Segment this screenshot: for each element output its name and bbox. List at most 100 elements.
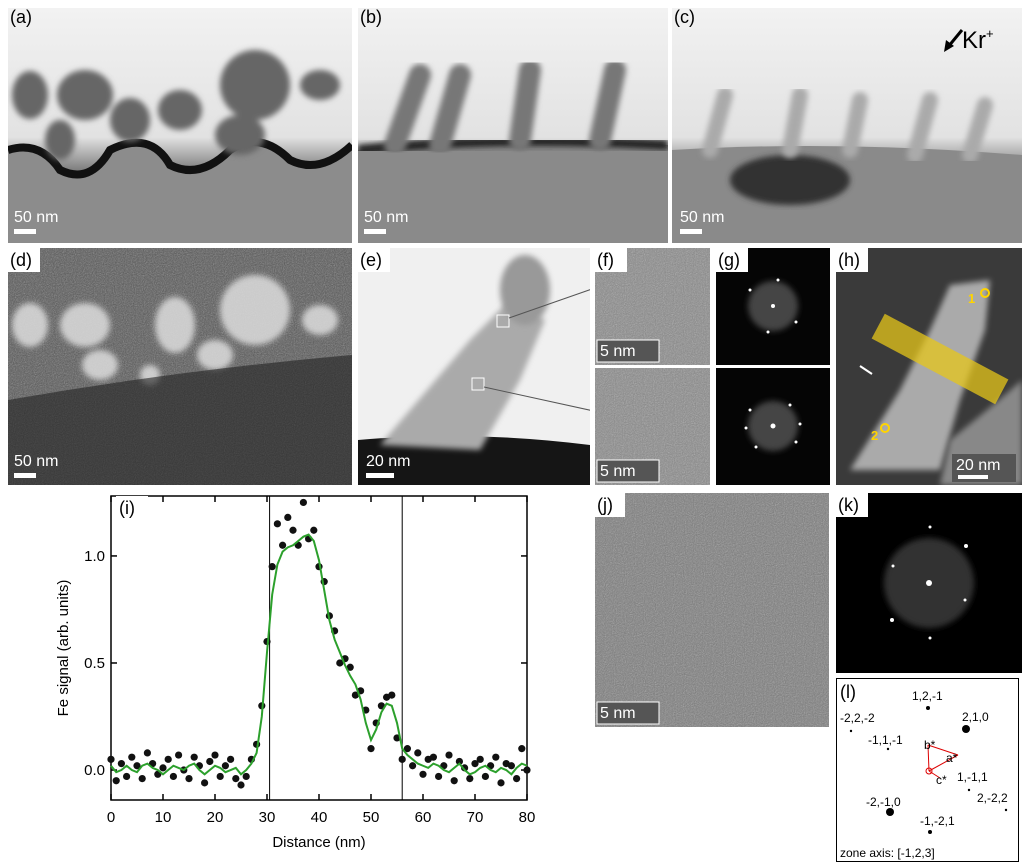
index-label: 1,2,-1 <box>912 689 943 703</box>
y-tick-label: 0.0 <box>84 762 105 779</box>
data-point <box>289 527 296 534</box>
diffraction-diagram <box>837 679 1019 862</box>
x-axis-label: Distance (nm) <box>272 834 365 851</box>
vector-label: b* <box>924 738 936 752</box>
micrograph-d <box>8 248 352 485</box>
micrograph-b <box>358 8 668 243</box>
index-label: 2,-2,2 <box>977 791 1008 805</box>
chart: (i) Distance (nm) Fe signal (arb. units)… <box>55 496 535 851</box>
data-point <box>232 775 239 782</box>
index-label: -1,-2,1 <box>920 814 955 828</box>
figure: (a) (b) (c) (d) (e) (f) (g) (h) (j) (k) … <box>0 0 1022 862</box>
data-point <box>482 773 489 780</box>
data-point <box>222 762 229 769</box>
index-label: -2,-1,0 <box>866 795 901 809</box>
data-point <box>243 773 250 780</box>
scale-bar-label: 20 nm <box>366 453 410 470</box>
data-point <box>451 777 458 784</box>
data-point <box>165 756 172 763</box>
scale-bar-label: 50 nm <box>14 209 58 226</box>
data-point <box>274 520 281 527</box>
data-point <box>497 779 504 786</box>
data-point <box>139 775 146 782</box>
data-point <box>175 751 182 758</box>
annotation-superscript: + <box>986 26 994 41</box>
data-point <box>159 764 166 771</box>
scale-bar-label: 50 nm <box>680 209 724 226</box>
micrograph-h <box>836 248 1022 485</box>
vector-label: a* <box>946 751 958 765</box>
scale-bar-label: 5 nm <box>600 705 636 722</box>
zone-axis: zone axis: [-1,2,3] <box>840 846 935 860</box>
x-tick-label: 60 <box>415 809 432 826</box>
data-point <box>445 751 452 758</box>
data-point <box>144 749 151 756</box>
data-point <box>300 499 307 506</box>
page: {"panels":{ "a":{"label":"(a)","scale_ba… <box>0 0 1022 862</box>
x-tick-label: 40 <box>311 809 328 826</box>
marker-label: 2 <box>871 428 878 443</box>
data-point <box>211 751 218 758</box>
x-tick-label: 70 <box>467 809 484 826</box>
data-point <box>279 542 286 549</box>
scale-bar-label: 20 nm <box>956 457 1000 474</box>
data-point <box>191 754 198 761</box>
vector-label: c* <box>936 773 947 787</box>
data-point <box>206 758 213 765</box>
micrograph-f <box>595 248 710 485</box>
data-point <box>128 754 135 761</box>
data-point <box>466 775 473 782</box>
data-point <box>113 777 120 784</box>
data-point <box>201 779 208 786</box>
panel-label: (i) <box>119 498 135 518</box>
panel-label: (d) <box>10 250 32 270</box>
scale-bar-label: 5 nm <box>600 463 636 480</box>
y-axis-label: Fe signal (arb. units) <box>55 580 72 717</box>
data-point <box>523 766 530 773</box>
scale-bar-label: 5 nm <box>600 343 636 360</box>
data-point <box>419 771 426 778</box>
data-point <box>435 773 442 780</box>
micrograph-j <box>595 493 829 727</box>
panel-label: (j) <box>597 495 613 515</box>
data-point <box>217 773 224 780</box>
data-point <box>518 745 525 752</box>
x-tick-label: 20 <box>207 809 224 826</box>
data-point <box>409 762 416 769</box>
data-point <box>388 691 395 698</box>
plot-frame <box>111 496 527 800</box>
y-tick-label: 0.5 <box>84 655 105 672</box>
annotation-text: Kr <box>962 27 986 54</box>
panel-label: (g) <box>718 250 740 270</box>
data-point <box>414 749 421 756</box>
panel-label: (l) <box>840 682 856 702</box>
data-point <box>185 775 192 782</box>
panel-label: (b) <box>360 7 382 27</box>
panel-label: (k) <box>838 495 859 515</box>
data-point <box>269 563 276 570</box>
data-point <box>123 773 130 780</box>
data-point <box>367 745 374 752</box>
data-point <box>118 760 125 767</box>
data-point <box>492 754 499 761</box>
micrograph-e <box>358 248 612 485</box>
data-point <box>284 514 291 521</box>
x-tick-label: 10 <box>155 809 172 826</box>
micrograph-g <box>716 248 830 485</box>
data-point <box>508 762 515 769</box>
micrograph-k <box>836 493 1022 673</box>
y-tick-label: 1.0 <box>84 548 105 565</box>
index-label: -2,2,-2 <box>840 711 875 725</box>
scale-bar-label: 50 nm <box>14 453 58 470</box>
data-point <box>227 756 234 763</box>
panel-label: (e) <box>360 250 382 270</box>
x-tick-label: 50 <box>363 809 380 826</box>
data-point <box>399 756 406 763</box>
data-point <box>477 756 484 763</box>
data-point <box>513 775 520 782</box>
marker-label: 1 <box>968 291 975 306</box>
x-tick-label: 0 <box>107 809 115 826</box>
data-point <box>237 781 244 788</box>
x-tick-label: 30 <box>259 809 276 826</box>
data-point <box>310 527 317 534</box>
